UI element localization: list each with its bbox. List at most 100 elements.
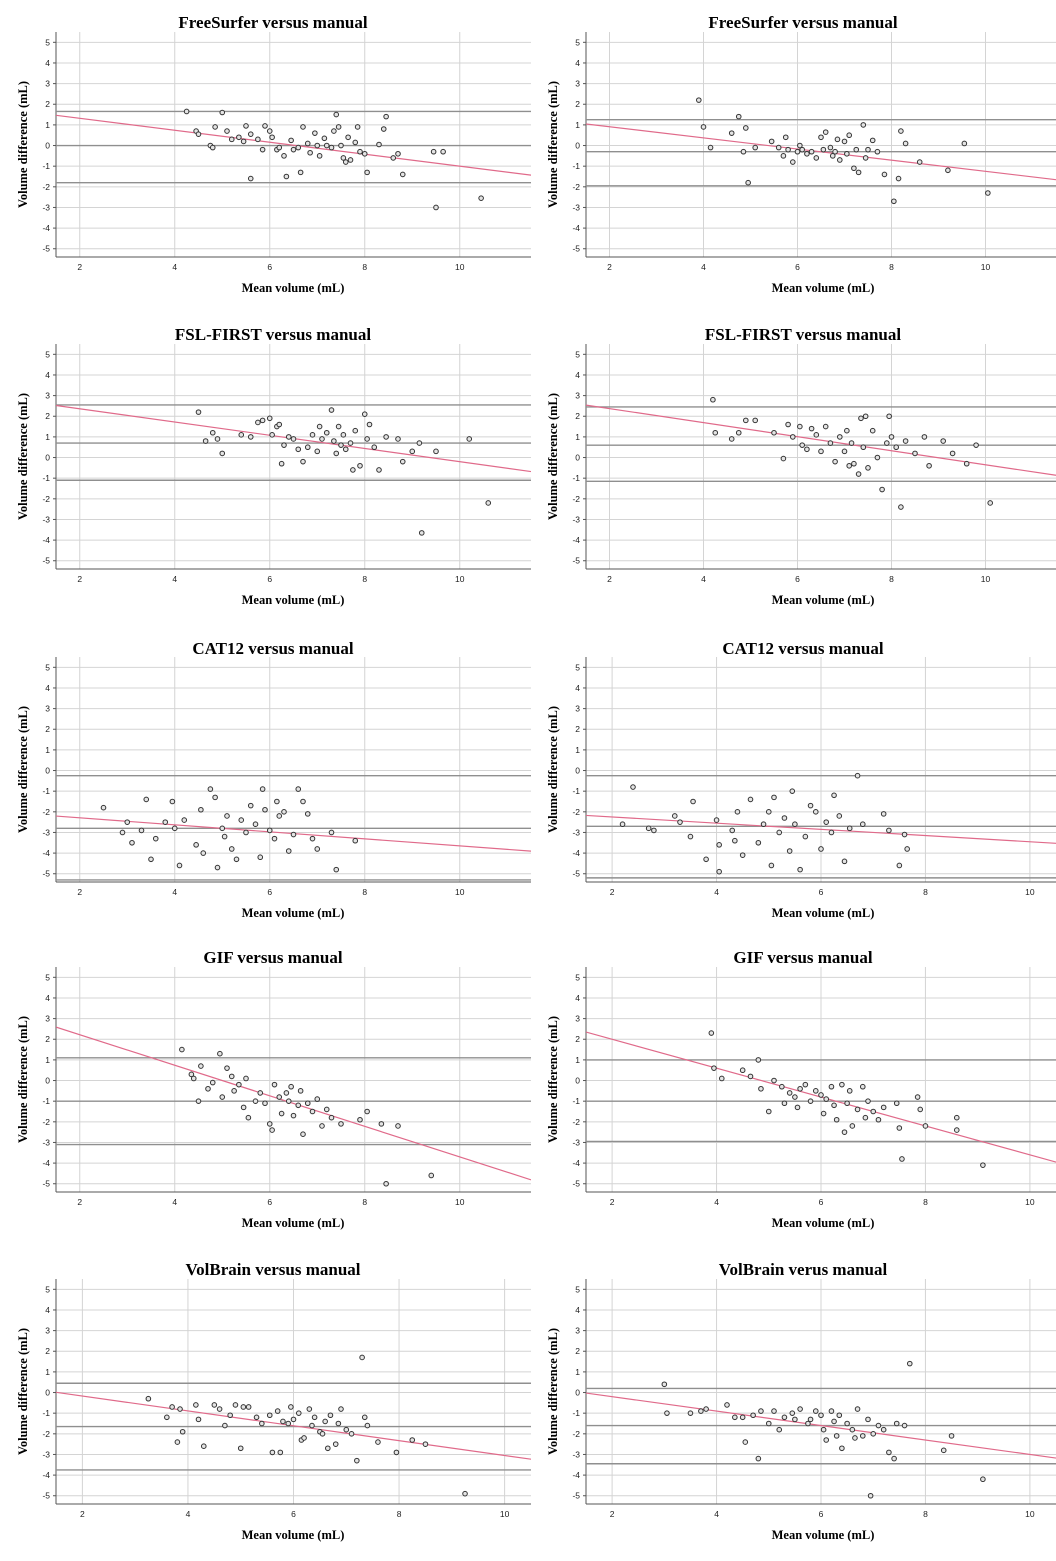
data-point — [822, 423, 829, 430]
data-point — [879, 486, 885, 493]
data-point — [259, 417, 266, 424]
data-point — [176, 862, 183, 869]
data-point — [245, 1404, 252, 1410]
data-point — [865, 146, 871, 153]
data-point — [836, 813, 843, 819]
data-point — [703, 856, 709, 863]
data-point — [297, 1088, 304, 1094]
data-point — [290, 1416, 297, 1423]
data-point — [301, 1435, 307, 1441]
data-point — [295, 1410, 302, 1416]
data-point — [380, 126, 387, 132]
data-point — [281, 153, 287, 159]
y-axis-label: Volume difference (mL) — [546, 1328, 560, 1455]
data-point — [288, 1404, 294, 1410]
data-point — [831, 792, 837, 799]
data-point — [393, 1449, 400, 1456]
data-point — [238, 817, 245, 823]
data-point — [833, 1433, 840, 1439]
chart-title: FSL-FIRST versus manual — [705, 325, 901, 344]
data-point — [306, 1406, 313, 1412]
data-point — [953, 1114, 960, 1121]
y-tick-label: -3 — [572, 514, 580, 524]
data-point — [855, 471, 862, 477]
data-point — [316, 153, 323, 159]
data-point — [240, 138, 247, 145]
data-point — [895, 175, 902, 182]
data-point — [364, 169, 370, 176]
chart-title: CAT12 versus manual — [722, 639, 883, 658]
data-point — [804, 446, 810, 453]
data-point — [352, 139, 359, 146]
data-point — [874, 454, 881, 461]
y-tick-label: 0 — [575, 453, 580, 463]
data-point — [343, 1426, 350, 1433]
x-tick-label: 6 — [819, 887, 824, 897]
x-tick-label: 10 — [500, 1509, 510, 1519]
data-point — [818, 1412, 824, 1419]
data-point — [276, 813, 283, 819]
y-tick-label: -3 — [42, 1449, 50, 1459]
data-point — [661, 1381, 668, 1388]
data-point — [255, 419, 261, 426]
data-point — [718, 1075, 725, 1082]
data-point — [219, 450, 226, 457]
data-point — [711, 1065, 717, 1071]
data-point — [231, 1088, 237, 1094]
data-point — [732, 1414, 738, 1421]
data-point — [780, 455, 787, 462]
data-point — [138, 827, 145, 834]
data-point — [433, 204, 439, 211]
data-point — [812, 809, 819, 815]
x-tick-label: 4 — [172, 574, 177, 584]
data-point — [383, 434, 389, 440]
data-point — [304, 140, 311, 147]
y-tick-label: -3 — [572, 827, 580, 837]
data-point — [781, 1100, 788, 1107]
data-point — [202, 438, 209, 444]
data-point — [888, 434, 895, 440]
y-tick-label: -5 — [42, 1491, 50, 1501]
data-point — [917, 1106, 924, 1113]
data-point — [846, 462, 853, 469]
data-point — [645, 825, 652, 832]
data-point — [440, 148, 446, 155]
data-point — [973, 442, 979, 448]
y-tick-label: 1 — [45, 120, 50, 130]
y-tick-label: -2 — [572, 807, 580, 817]
data-point — [839, 1081, 845, 1088]
data-point — [902, 140, 909, 147]
data-point — [148, 856, 154, 863]
data-point — [295, 144, 302, 151]
data-point — [687, 833, 694, 840]
data-point — [433, 448, 439, 455]
y-tick-label: -3 — [42, 202, 50, 212]
data-point — [945, 167, 951, 174]
data-point — [831, 1102, 837, 1109]
data-point — [712, 429, 719, 436]
data-point — [755, 839, 762, 846]
data-point — [893, 444, 900, 451]
data-point — [747, 1073, 754, 1080]
data-point — [724, 1402, 730, 1408]
data-point — [209, 144, 216, 151]
data-point — [224, 1065, 230, 1071]
data-point — [781, 1414, 788, 1421]
y-tick-label: -1 — [42, 473, 50, 483]
x-tick-label: 2 — [77, 1197, 82, 1207]
data-point — [409, 1437, 416, 1443]
data-point — [462, 1490, 468, 1497]
data-point — [671, 813, 678, 819]
y-tick-label: 4 — [575, 993, 580, 1003]
data-point — [846, 1088, 853, 1094]
data-point — [259, 146, 266, 153]
data-point — [276, 421, 283, 428]
data-point — [354, 124, 361, 130]
chart-title: GIF versus manual — [733, 948, 872, 967]
data-point — [752, 144, 759, 151]
data-point — [169, 1404, 175, 1410]
data-point — [893, 1420, 900, 1427]
data-point — [325, 1445, 331, 1452]
y-tick-label: 0 — [575, 1076, 580, 1086]
